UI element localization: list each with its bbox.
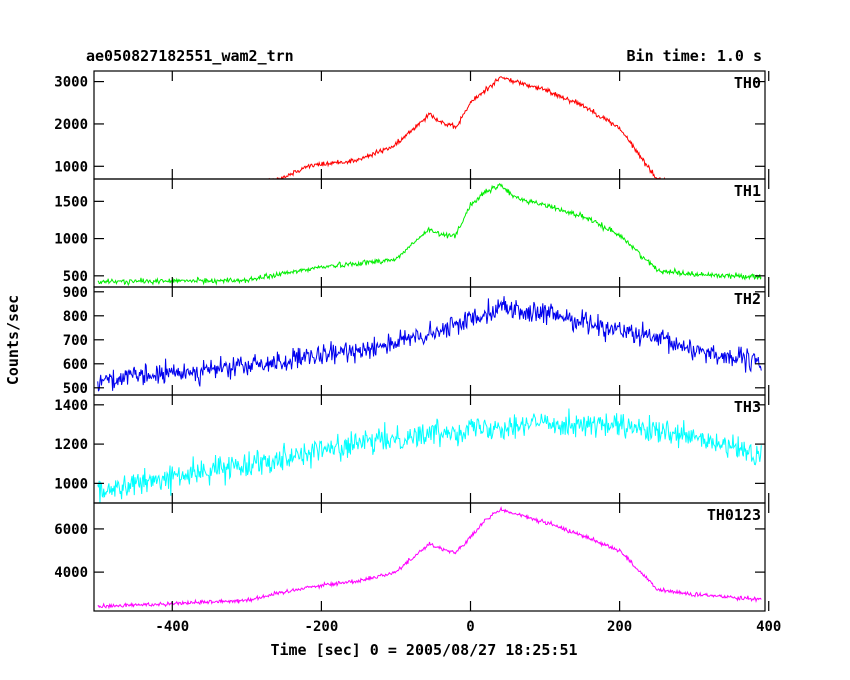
y-tick-label-th3: 1000 xyxy=(54,476,88,492)
y-tick-label-th3: 1200 xyxy=(54,437,88,453)
y-tick-label-th0123: 4000 xyxy=(54,565,88,581)
x-tick-label: 0 xyxy=(466,619,474,635)
y-tick-label-th3: 1400 xyxy=(54,398,88,414)
y-tick-label-th0: 3000 xyxy=(54,75,88,91)
chart-title-left: ae050827182551_wam2_trn xyxy=(86,47,294,65)
y-tick-label-th2: 700 xyxy=(63,333,88,349)
chart-title-right: Bin time: 1.0 s xyxy=(627,47,762,65)
x-tick-label: -400 xyxy=(155,619,189,635)
panel-frame-th2 xyxy=(93,286,766,396)
x-tick-label: -200 xyxy=(305,619,339,635)
x-axis: -400 -200 0 200 400 xyxy=(155,619,781,635)
series-line-th3 xyxy=(97,408,762,503)
panel-th3: 1000 1200 1400 TH3 xyxy=(54,394,770,504)
series-line-th0123 xyxy=(97,505,762,610)
panel-th2: 500 600 700 800 900 TH2 xyxy=(63,285,770,397)
series-label-th0123: TH0123 xyxy=(707,506,761,524)
panel-frame-th3 xyxy=(93,394,766,504)
panels: 1000 2000 3000 TH0 500 1000 1500 TH1 500 600 700 80… xyxy=(54,70,770,612)
series-line-th2 xyxy=(97,296,762,392)
series-label-th0: TH0 xyxy=(734,74,761,92)
y-tick-label-th2: 800 xyxy=(63,309,88,325)
x-axis-label: Time [sec] 0 = 2005/08/27 18:25:51 xyxy=(270,641,577,659)
y-tick-label-th0: 2000 xyxy=(54,117,88,133)
y-tick-label-th1: 1000 xyxy=(54,232,88,248)
panel-th0: 1000 2000 3000 TH0 xyxy=(54,70,770,180)
x-tick-label: 400 xyxy=(756,619,781,635)
y-tick-label-th2: 600 xyxy=(63,357,88,373)
series-line-th1 xyxy=(97,183,762,287)
series-label-th2: TH2 xyxy=(734,290,761,308)
x-tick-label: 200 xyxy=(607,619,632,635)
panel-th1: 500 1000 1500 TH1 xyxy=(54,178,770,288)
series-line-th0 xyxy=(267,76,677,179)
y-tick-label-th0: 1000 xyxy=(54,159,88,175)
series-label-th1: TH1 xyxy=(734,182,761,200)
y-tick-label-th1: 1500 xyxy=(54,194,88,210)
y-tick-label-th0123: 6000 xyxy=(54,522,88,538)
y-tick-label-th1: 500 xyxy=(63,269,88,285)
panel-frame-th0 xyxy=(93,70,766,180)
panel-frame-th0123 xyxy=(93,502,766,612)
y-tick-label-th2: 500 xyxy=(63,381,88,397)
y-axis-label: Counts/sec xyxy=(4,295,22,385)
panel-th0123: 4000 6000 TH0123 xyxy=(54,502,770,612)
series-label-th3: TH3 xyxy=(734,398,761,416)
y-tick-label-th2: 900 xyxy=(63,285,88,301)
